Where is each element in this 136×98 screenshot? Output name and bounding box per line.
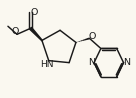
Text: N: N	[123, 58, 130, 67]
Text: N: N	[88, 58, 95, 67]
Text: O: O	[30, 8, 38, 17]
Text: O: O	[11, 27, 18, 36]
Polygon shape	[30, 28, 42, 41]
Text: HN: HN	[40, 60, 53, 69]
Text: O: O	[89, 32, 96, 41]
